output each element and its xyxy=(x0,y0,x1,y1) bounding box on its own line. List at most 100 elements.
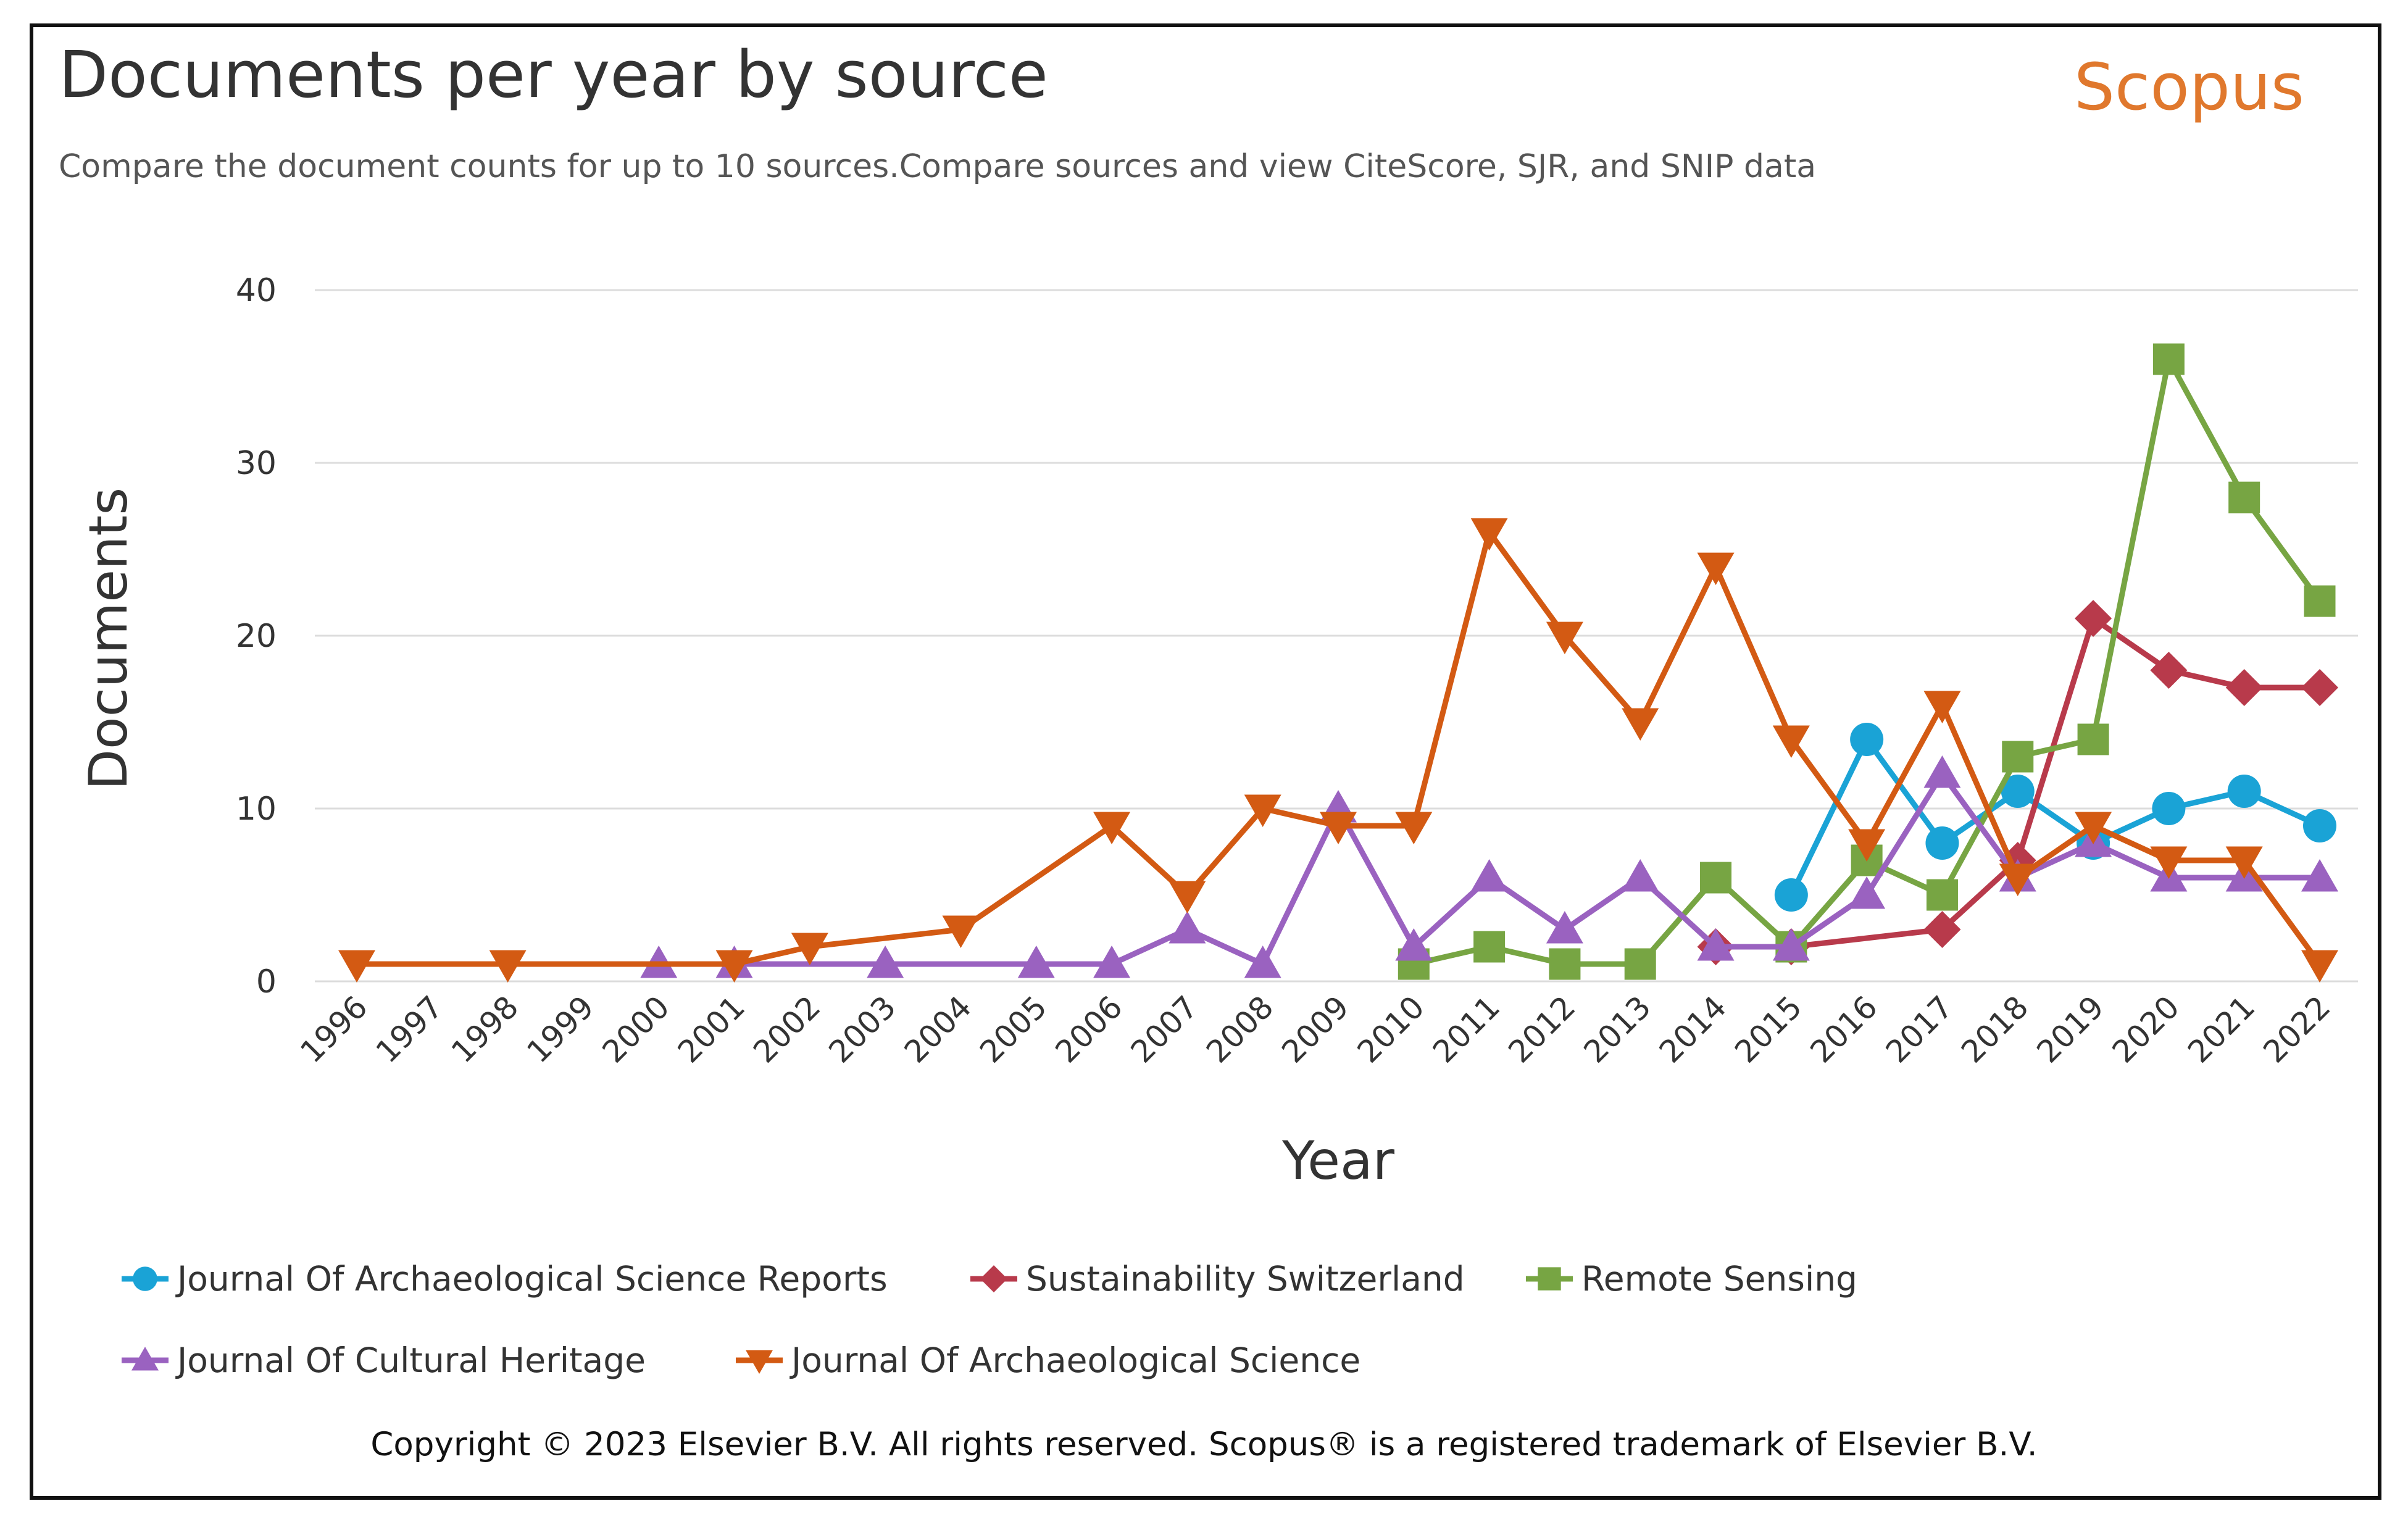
data-point-diamond xyxy=(980,1265,1007,1292)
data-point-triangle-down xyxy=(715,950,753,983)
data-point-circle xyxy=(1925,826,1959,860)
data-point-triangle-up xyxy=(2301,859,2338,892)
x-tick-label: 2003 xyxy=(822,989,903,1070)
data-point-circle xyxy=(1774,878,1808,912)
data-point-circle xyxy=(1850,723,1884,756)
data-point-triangle-up xyxy=(131,1347,159,1371)
x-tick-label: 2017 xyxy=(1879,989,1960,1070)
data-point-diamond xyxy=(1923,911,1961,948)
data-point-triangle-down xyxy=(1923,691,1961,723)
data-point-triangle-up xyxy=(867,946,904,978)
y-tick-label: 20 xyxy=(236,618,277,655)
x-tick-label: 2019 xyxy=(2030,989,2111,1070)
x-tick-label: 1999 xyxy=(520,989,601,1070)
x-tick-label: 1998 xyxy=(444,989,525,1070)
legend-item[interactable]: Journal Of Archaeological Science xyxy=(735,1341,1360,1380)
data-point-diamond xyxy=(2225,669,2263,706)
legend-swatch xyxy=(122,1347,169,1371)
legend-item[interactable]: Journal Of Archaeological Science Report… xyxy=(120,1259,888,1299)
data-point-triangle-up xyxy=(1395,928,1433,961)
data-point-diamond xyxy=(2301,669,2338,706)
data-point-triangle-up xyxy=(1848,876,1886,909)
data-point-square xyxy=(1549,948,1581,980)
data-point-triangle-down xyxy=(1093,812,1131,844)
data-point-triangle-up xyxy=(1470,859,1508,892)
data-point-circle xyxy=(2001,775,2035,808)
y-gridlines xyxy=(315,289,2358,983)
data-point-triangle-down xyxy=(1848,829,1886,862)
data-point-triangle-down xyxy=(1470,518,1508,551)
data-point-triangle-down xyxy=(942,915,980,948)
x-tick-label: 1997 xyxy=(369,989,450,1070)
x-tick-label: 2009 xyxy=(1275,989,1356,1070)
data-point-square xyxy=(1624,948,1656,980)
legend-label: Journal Of Archaeological Science Report… xyxy=(177,1259,888,1299)
x-tick-label: 2004 xyxy=(898,989,978,1070)
x-tick-label: 2010 xyxy=(1351,989,1431,1070)
legend-label: Sustainability Switzerland xyxy=(1026,1259,1465,1299)
data-point-triangle-down xyxy=(1395,812,1433,844)
data-point-triangle-up xyxy=(1093,946,1131,978)
chart-subtitle: Compare the document counts for up to 10… xyxy=(59,148,1817,185)
x-tick-label: 2001 xyxy=(671,989,752,1070)
scopus-logo[interactable]: Scopus xyxy=(2074,49,2304,125)
data-point-circle xyxy=(2227,775,2261,808)
x-tick-label: 2005 xyxy=(973,989,1054,1070)
x-tick-label: 2016 xyxy=(1804,989,1885,1070)
x-tick-label: 2015 xyxy=(1728,989,1809,1070)
legend-swatch xyxy=(1526,1267,1573,1291)
data-point-triangle-up xyxy=(1697,928,1735,961)
x-tick-label: 2008 xyxy=(1199,989,1280,1070)
legend-item[interactable]: Journal Of Cultural Heritage xyxy=(120,1341,646,1380)
data-point-square xyxy=(2228,481,2260,514)
data-point-triangle-up xyxy=(1546,911,1583,944)
series-line xyxy=(354,529,2323,967)
data-point-square xyxy=(1473,931,1506,963)
legend-item[interactable]: Remote Sensing xyxy=(1525,1259,1857,1299)
data-point-triangle-down xyxy=(1546,622,1583,654)
legend-swatch xyxy=(970,1265,1017,1292)
x-axis-label: Year xyxy=(1281,1130,1395,1192)
legend-item[interactable]: Sustainability Switzerland xyxy=(969,1259,1465,1299)
legend-swatch xyxy=(122,1266,169,1291)
data-point-triangle-down xyxy=(1772,725,1810,758)
data-point-triangle-down xyxy=(1169,881,1206,913)
data-point-triangle-up xyxy=(1622,859,1659,892)
x-tick-label: 2000 xyxy=(596,989,677,1070)
data-point-triangle-up xyxy=(1017,946,1055,978)
x-tick-label: 2002 xyxy=(746,989,827,1070)
x-tick-label: 2012 xyxy=(1501,989,1582,1070)
data-point-square xyxy=(1538,1267,1561,1291)
copyright-notice: Copyright © 2023 Elsevier B.V. All right… xyxy=(370,1426,2038,1463)
x-tick-label: 2013 xyxy=(1577,989,1658,1070)
data-point-triangle-down xyxy=(489,950,527,983)
data-point-triangle-down xyxy=(746,1350,773,1374)
y-tick-label: 30 xyxy=(236,445,277,482)
data-point-circle xyxy=(2303,809,2336,842)
data-point-diamond xyxy=(2075,600,2112,637)
data-point-triangle-down xyxy=(2301,950,2338,983)
data-point-triangle-down xyxy=(2150,846,2188,879)
data-point-triangle-down xyxy=(2075,812,2112,844)
chart-frame xyxy=(30,23,2381,1500)
data-point-triangle-down xyxy=(1622,708,1659,741)
data-point-square xyxy=(2304,585,2336,617)
data-point-triangle-down xyxy=(2225,846,2263,879)
x-tick-label: 2011 xyxy=(1426,989,1507,1070)
x-tick-label: 2021 xyxy=(2181,989,2262,1070)
legend-label: Journal Of Cultural Heritage xyxy=(177,1341,646,1380)
y-tick-label: 10 xyxy=(236,791,277,828)
data-point-triangle-down xyxy=(1999,863,2036,896)
data-point-triangle-up xyxy=(1244,946,1281,978)
x-tick-label: 1996 xyxy=(293,989,374,1070)
legend-swatch xyxy=(736,1350,783,1374)
data-point-square xyxy=(1700,862,1732,894)
x-tick-label: 2022 xyxy=(2256,989,2337,1070)
data-point-triangle-down xyxy=(1697,552,1735,585)
data-point-triangle-down xyxy=(1244,794,1281,827)
data-point-triangle-down xyxy=(338,950,375,983)
series-4 xyxy=(338,518,2338,983)
data-point-square xyxy=(2002,741,2034,773)
data-point-triangle-up xyxy=(1772,928,1810,961)
x-tick-label: 2007 xyxy=(1124,989,1205,1070)
